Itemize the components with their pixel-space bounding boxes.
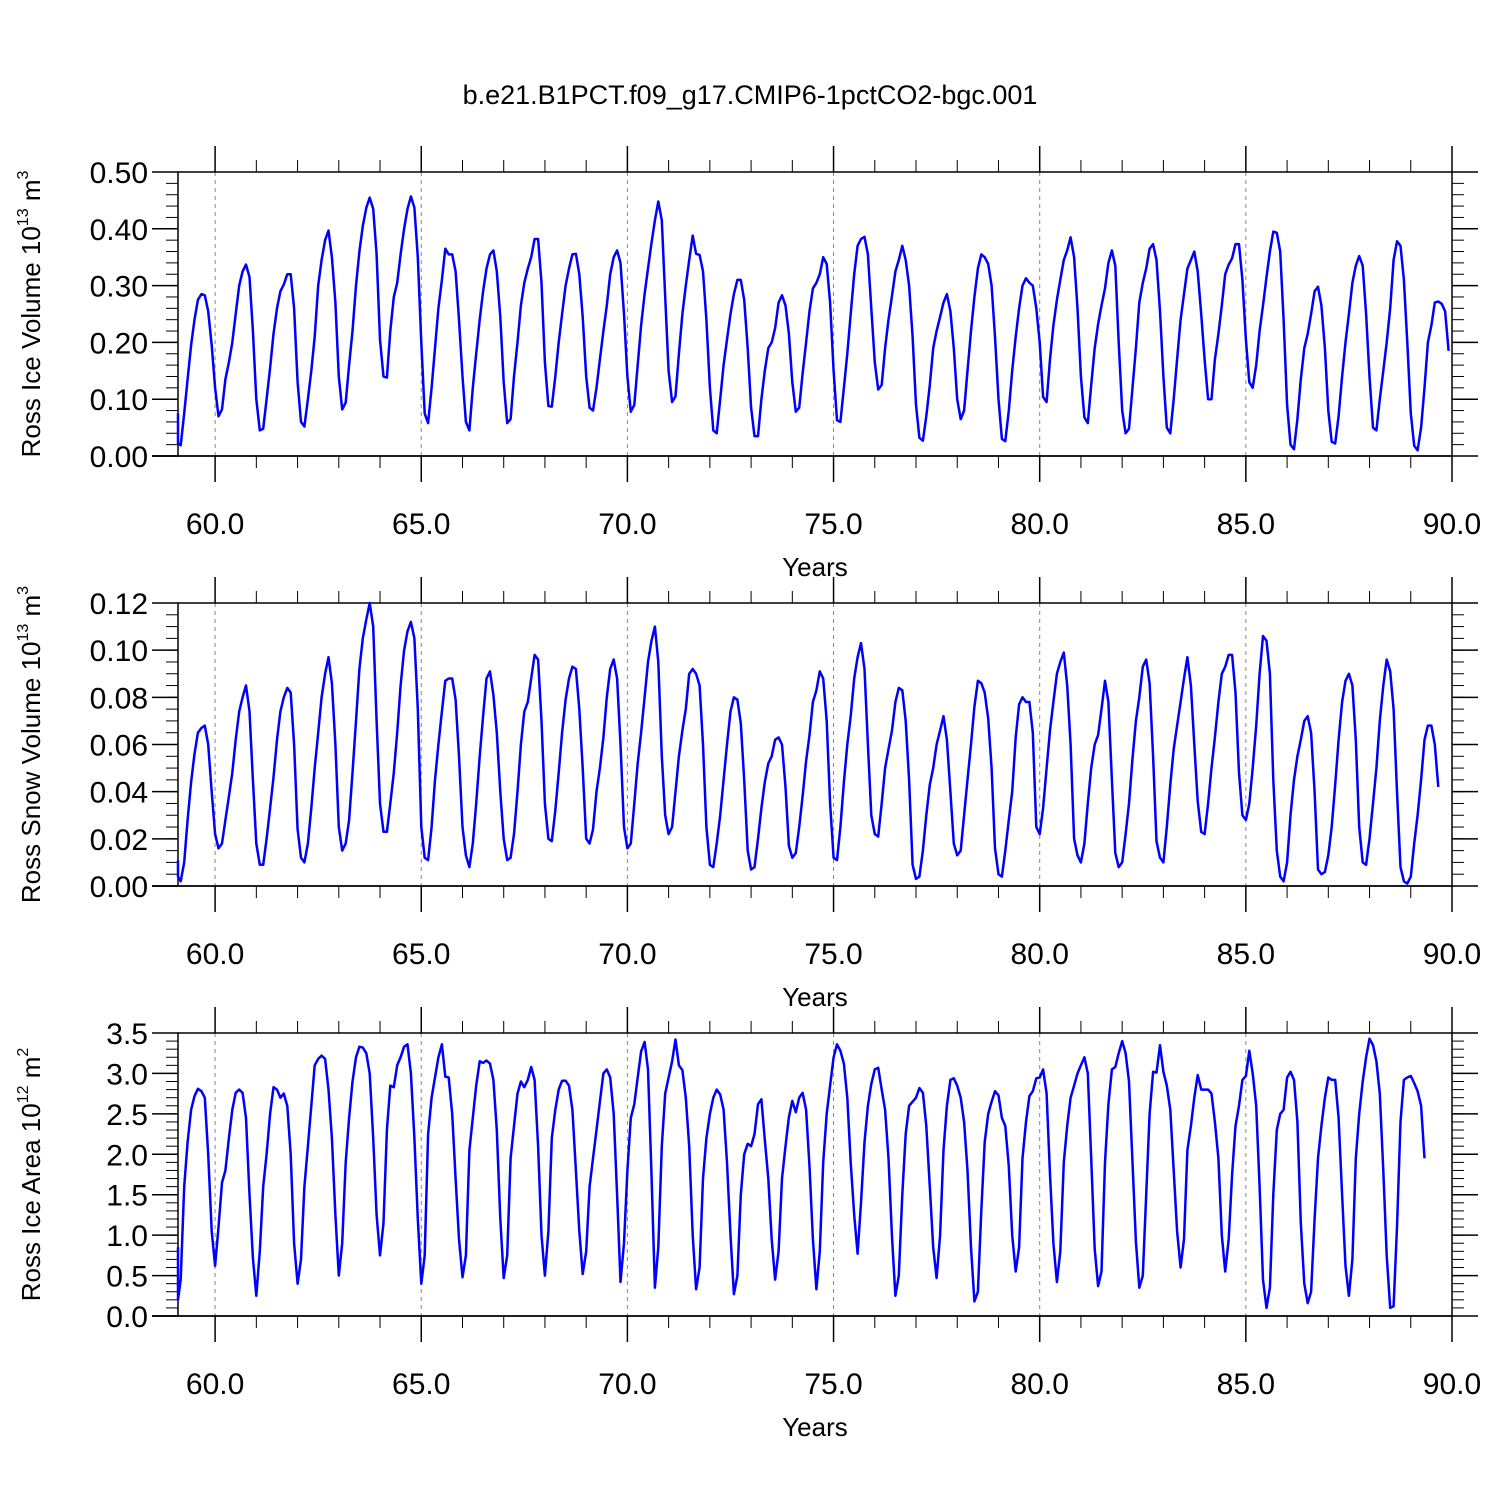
y-tick-label: 0.08 [90, 682, 148, 715]
x-tick-label: 90.0 [1423, 1368, 1481, 1401]
x-tick-label: 75.0 [804, 1368, 862, 1401]
y-tick-label: 0.30 [90, 271, 148, 304]
chart-title: b.e21.B1PCT.f09_g17.CMIP6-1pctCO2-bgc.00… [462, 80, 1038, 110]
snow-volume-panel: 0.00 0.02 0.04 0.06 0.08 0.10 0.12 60.0 65.0 70.0… [15, 577, 1481, 1012]
y-tick-label: 0.12 [90, 588, 148, 621]
y-axis-title: Ross Snow Volume 1013 m3 [15, 586, 46, 903]
x-tick-label: 75.0 [804, 508, 862, 541]
y-tick-label: 2.0 [106, 1139, 148, 1172]
x-tick-label: 65.0 [392, 508, 450, 541]
y-tick-label: 2.5 [106, 1099, 148, 1132]
x-tick-label: 60.0 [186, 1368, 244, 1401]
x-tick-label: 70.0 [598, 938, 656, 971]
x-tick-label: 60.0 [186, 508, 244, 541]
x-tick-label: 70.0 [598, 1368, 656, 1401]
y-tick-label: 0.10 [90, 635, 148, 668]
series-line-ice-area [176, 1037, 1426, 1310]
y-tick-label: 3.5 [106, 1018, 148, 1051]
y-tick-label: 0.00 [90, 871, 148, 904]
x-tick-label: 90.0 [1423, 938, 1481, 971]
y-tick-label: 0.04 [90, 777, 148, 810]
x-axis-title: Years [782, 982, 848, 1012]
x-tick-label: 80.0 [1011, 938, 1069, 971]
x-tick-label: 80.0 [1011, 508, 1069, 541]
y-tick-label: 0.20 [90, 327, 148, 360]
y-tick-label: 0.02 [90, 824, 148, 857]
y-tick-label: 0.0 [106, 1301, 148, 1334]
y-tick-label: 0.10 [90, 384, 148, 417]
x-tick-label: 65.0 [392, 1368, 450, 1401]
y-tick-label: 0.00 [90, 441, 148, 474]
y-tick-label: 3.0 [106, 1058, 148, 1091]
y-tick-label: 0.06 [90, 730, 148, 763]
x-tick-label: 65.0 [392, 938, 450, 971]
series-line-ice-volume [176, 195, 1450, 452]
x-tick-label: 60.0 [186, 938, 244, 971]
x-tick-label: 85.0 [1217, 938, 1275, 971]
x-tick-label: 85.0 [1217, 1368, 1275, 1401]
series-line-snow-volume [176, 601, 1440, 885]
x-tick-label: 80.0 [1011, 1368, 1069, 1401]
y-axis-title: Ross Ice Volume 1013 m3 [15, 170, 46, 457]
y-tick-label: 0.40 [90, 214, 148, 247]
x-axis-title: Years [782, 1412, 848, 1442]
x-axis-title: Years [782, 552, 848, 582]
x-tick-label: 90.0 [1423, 508, 1481, 541]
y-axis-title: Ross Ice Area 1012 m2 [15, 1048, 46, 1302]
ice-volume-panel: 0.00 0.10 0.20 0.30 0.40 0.50 60.0 65.0 70.0 75.0… [15, 146, 1481, 582]
y-tick-label: 1.0 [106, 1220, 148, 1253]
y-tick-label: 0.5 [106, 1261, 148, 1294]
x-tick-label: 75.0 [804, 938, 862, 971]
x-tick-label: 85.0 [1217, 508, 1275, 541]
y-tick-label: 1.5 [106, 1180, 148, 1213]
y-tick-label: 0.50 [90, 157, 148, 190]
ice-area-panel: 0.0 0.5 1.0 1.5 2.0 2.5 3.0 3.5 60.0 65.0 70.0 75.0… [15, 1007, 1481, 1442]
x-tick-label: 70.0 [598, 508, 656, 541]
